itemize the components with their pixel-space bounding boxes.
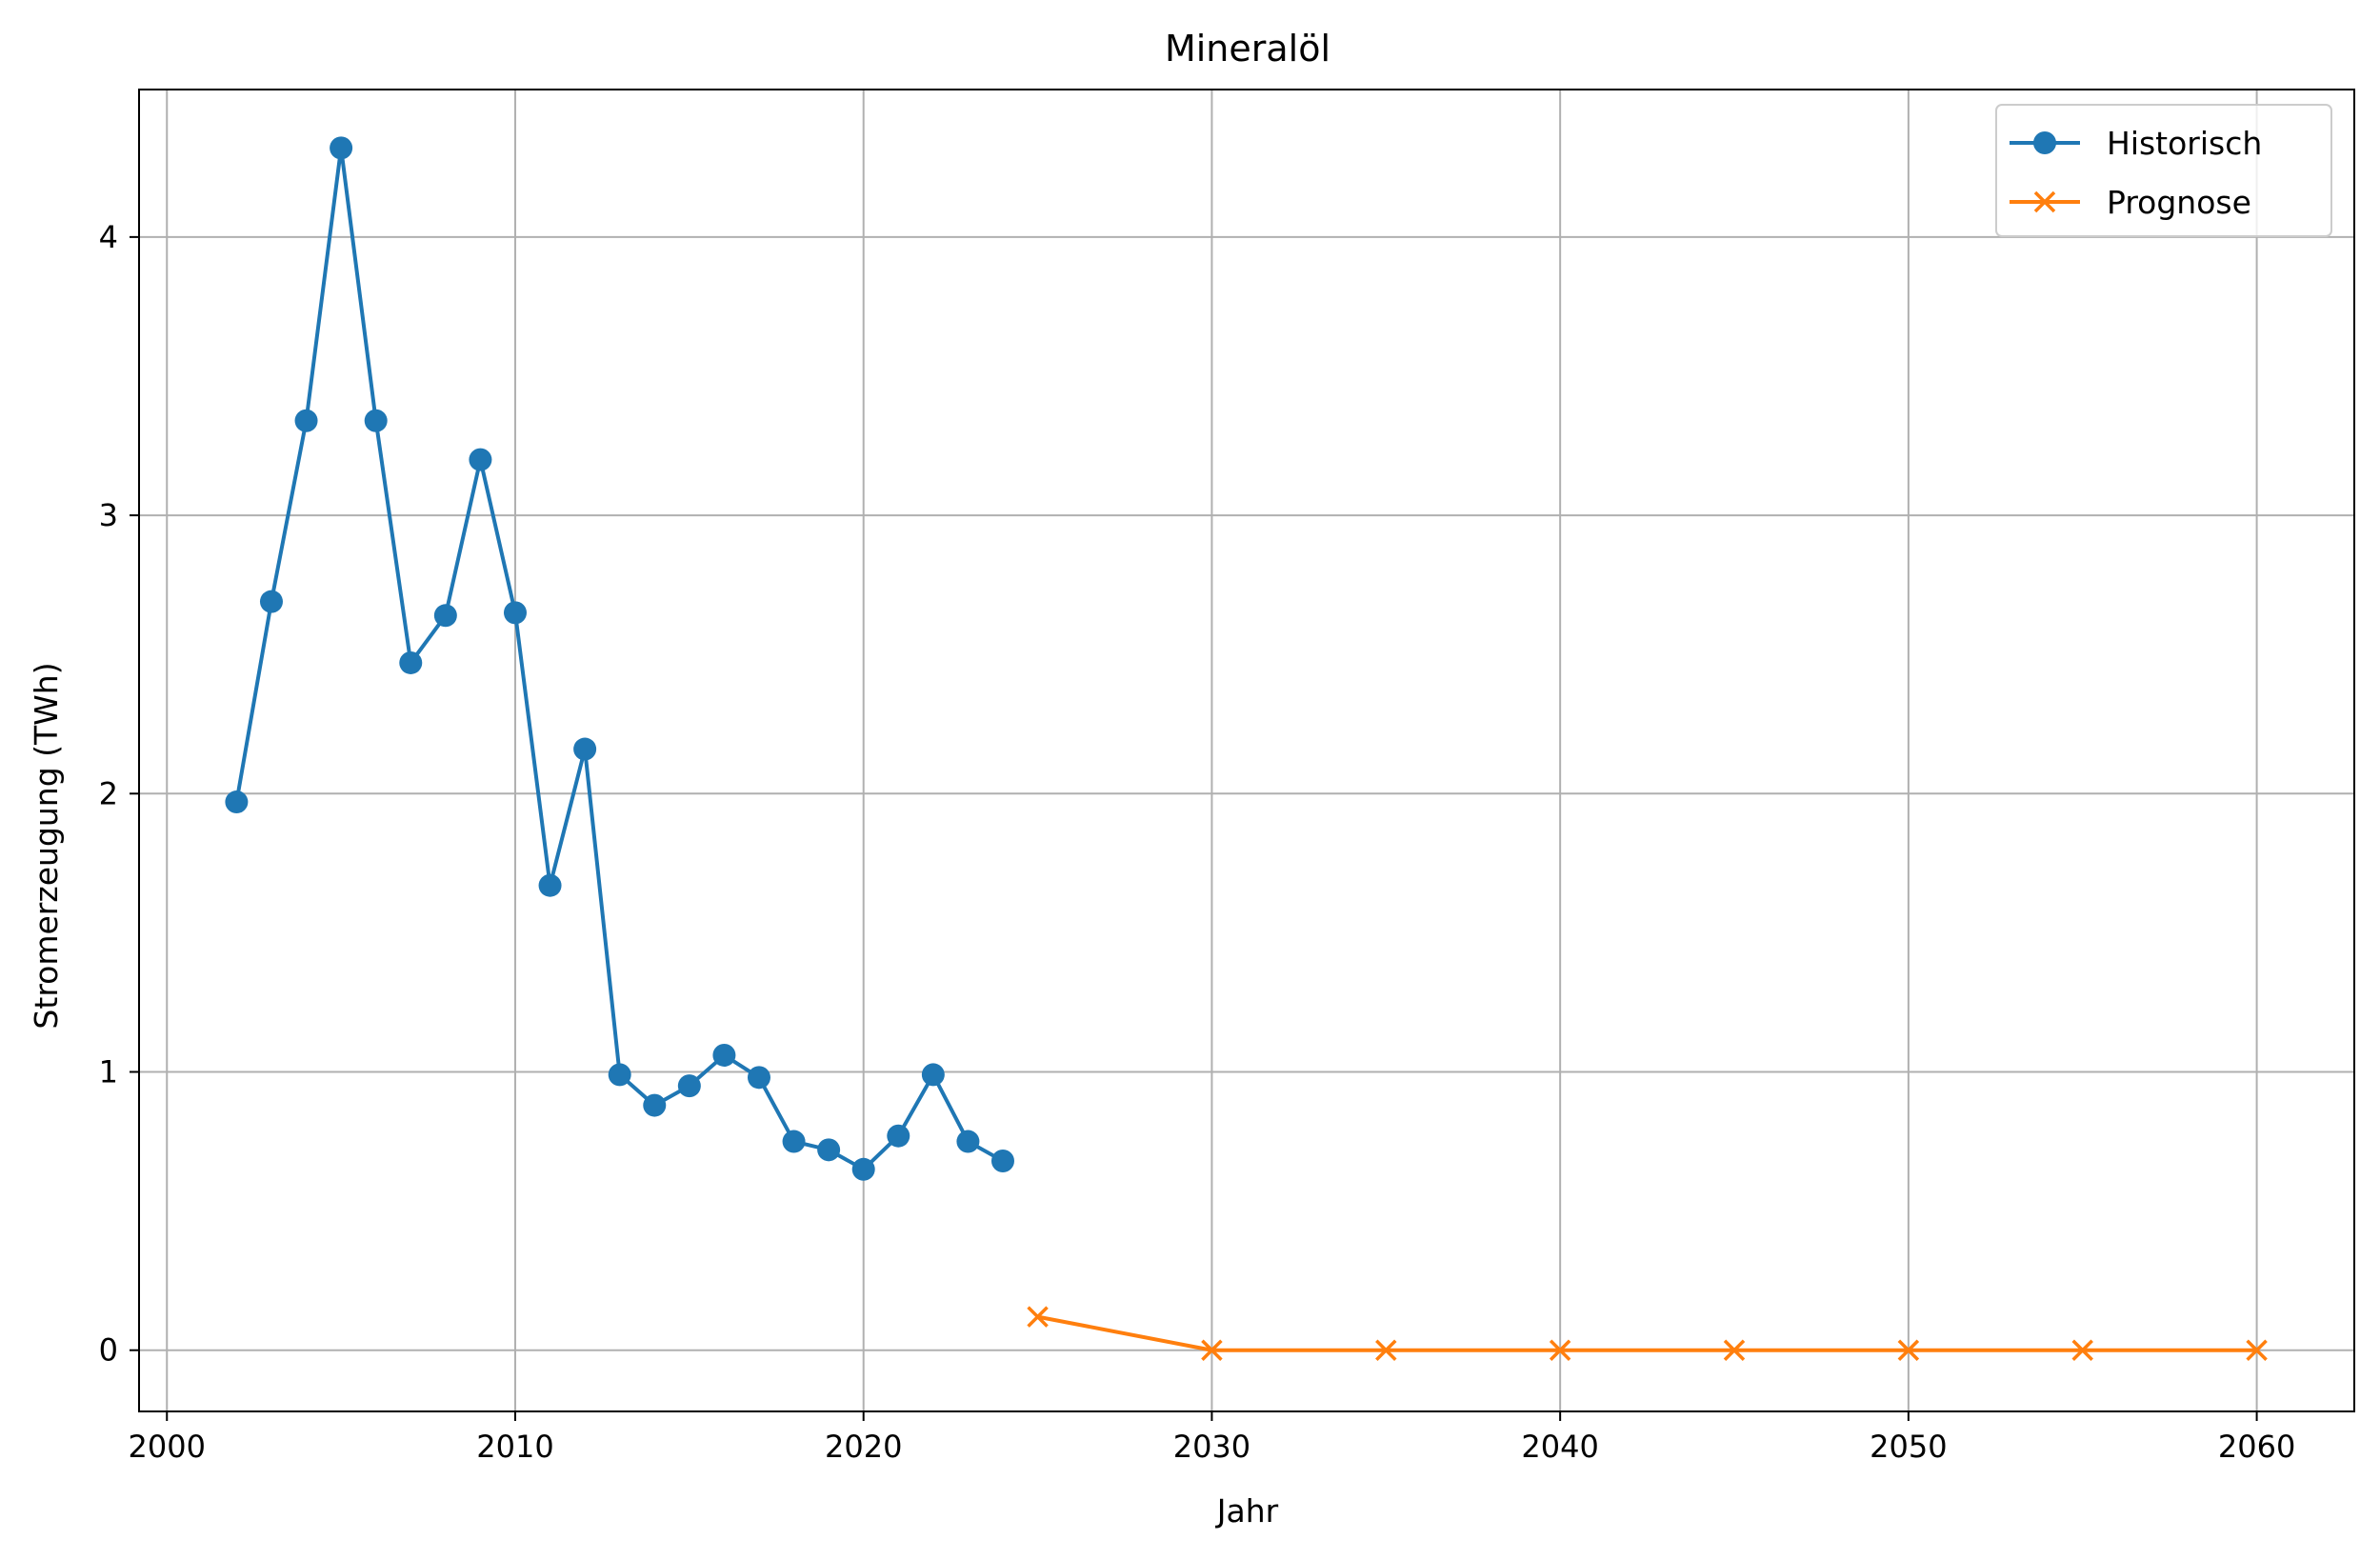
x-tick-label: 2060 xyxy=(2218,1429,2295,1465)
y-tick-label: 1 xyxy=(99,1054,118,1090)
series-prognose xyxy=(1027,1306,2268,1361)
data-point xyxy=(1897,1339,1920,1361)
data-point xyxy=(747,1066,770,1090)
y-tick-label: 4 xyxy=(99,219,118,255)
x-tick-label: 2000 xyxy=(129,1429,206,1465)
x-axis-label: Jahr xyxy=(1215,1492,1279,1530)
data-point xyxy=(782,1130,806,1153)
data-point xyxy=(538,873,562,897)
data-point xyxy=(259,590,283,613)
data-point xyxy=(921,1063,945,1087)
chart-title: Mineralöl xyxy=(1165,28,1330,70)
data-point xyxy=(990,1150,1014,1173)
series-line xyxy=(1037,1314,2257,1352)
data-point xyxy=(330,136,353,160)
data-point xyxy=(433,604,457,628)
data-point xyxy=(469,448,492,471)
data-point xyxy=(1375,1339,1397,1361)
grid xyxy=(139,90,2354,1411)
data-point xyxy=(573,737,597,761)
y-tick-label: 0 xyxy=(99,1332,118,1369)
legend: Historisch Prognose xyxy=(1995,104,2332,237)
data-point xyxy=(294,409,318,432)
data-point xyxy=(677,1074,701,1098)
data-point xyxy=(1723,1339,1746,1361)
data-point xyxy=(2033,190,2056,213)
legend-label: Historisch xyxy=(2107,125,2262,162)
data-point xyxy=(608,1063,631,1087)
y-tick-label: 2 xyxy=(99,775,118,811)
x-tick-label: 2030 xyxy=(1173,1429,1250,1465)
series-layer xyxy=(225,136,2268,1361)
data-point xyxy=(1549,1339,1571,1361)
data-point xyxy=(956,1130,980,1153)
x-tick-label: 2050 xyxy=(1870,1429,1947,1465)
legend-item-prognose: Prognose xyxy=(2010,184,2251,221)
data-point xyxy=(2071,1339,2093,1361)
data-point xyxy=(887,1124,910,1148)
x-tick-label: 2020 xyxy=(825,1429,902,1465)
data-point xyxy=(2033,131,2056,154)
legend-item-historisch: Historisch xyxy=(2010,125,2262,162)
data-point xyxy=(364,409,388,432)
data-point xyxy=(225,790,249,814)
plot-frame xyxy=(138,89,2355,1412)
data-point xyxy=(1027,1306,1049,1328)
data-point xyxy=(851,1157,875,1181)
data-point xyxy=(2246,1339,2268,1361)
y-axis-label: Stromerzeugung (TWh) xyxy=(28,662,65,1029)
x-tick-label: 2010 xyxy=(476,1429,553,1465)
series-historisch xyxy=(225,136,1014,1181)
data-point xyxy=(712,1043,736,1067)
x-tick-label: 2040 xyxy=(1521,1429,1598,1465)
data-point xyxy=(399,650,423,674)
y-tick-label: 3 xyxy=(99,497,118,533)
data-point xyxy=(1201,1339,1223,1361)
ticks: 2000 2010 2020 2030 2040 2050 2060 0 1 2 3 4 xyxy=(99,219,2296,1465)
data-point xyxy=(503,601,527,625)
data-point xyxy=(817,1138,841,1162)
legend-label: Prognose xyxy=(2107,184,2251,221)
data-point xyxy=(643,1093,667,1117)
